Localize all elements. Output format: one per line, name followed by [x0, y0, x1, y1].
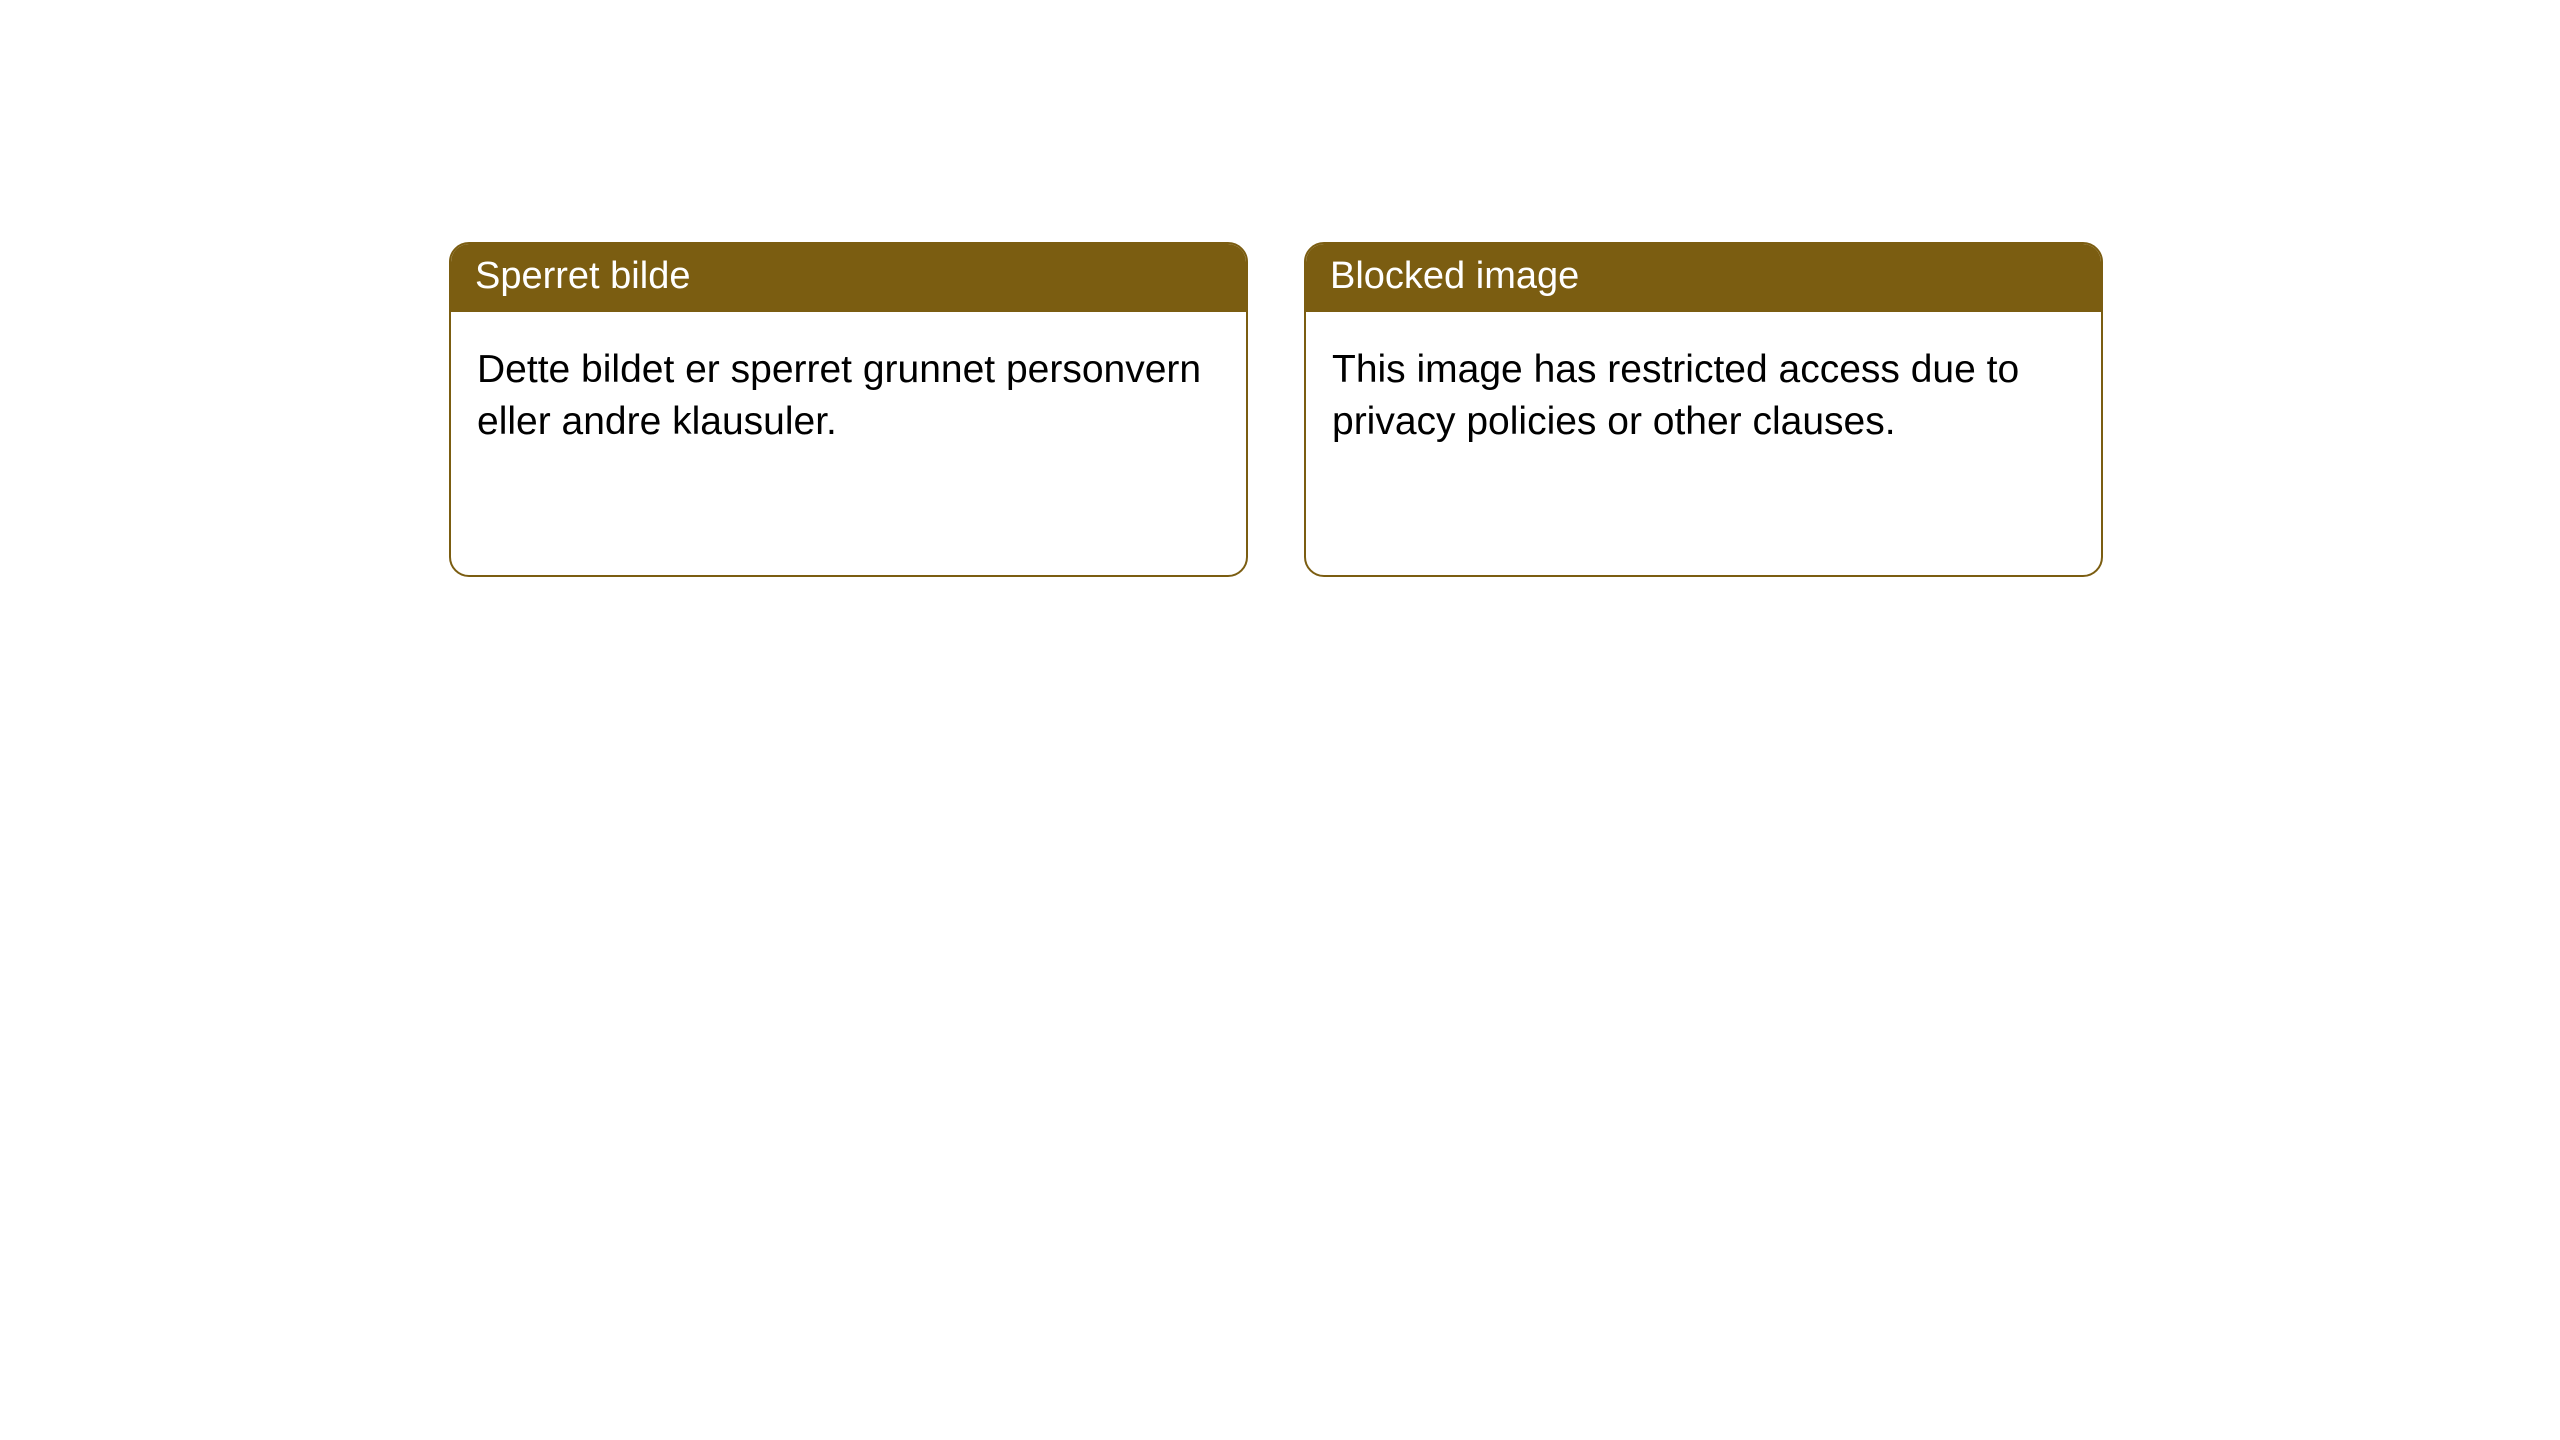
card-body-text: This image has restricted access due to … — [1332, 348, 2019, 444]
card-body: This image has restricted access due to … — [1306, 312, 2101, 481]
card-body: Dette bildet er sperret grunnet personve… — [451, 312, 1246, 481]
card-body-text: Dette bildet er sperret grunnet personve… — [477, 348, 1201, 444]
notice-cards-container: Sperret bilde Dette bildet er sperret gr… — [0, 0, 2560, 577]
card-header: Blocked image — [1306, 244, 2101, 312]
blocked-image-card-en: Blocked image This image has restricted … — [1304, 242, 2103, 577]
card-header: Sperret bilde — [451, 244, 1246, 312]
card-title: Sperret bilde — [475, 255, 690, 297]
card-title: Blocked image — [1330, 255, 1579, 297]
blocked-image-card-no: Sperret bilde Dette bildet er sperret gr… — [449, 242, 1248, 577]
